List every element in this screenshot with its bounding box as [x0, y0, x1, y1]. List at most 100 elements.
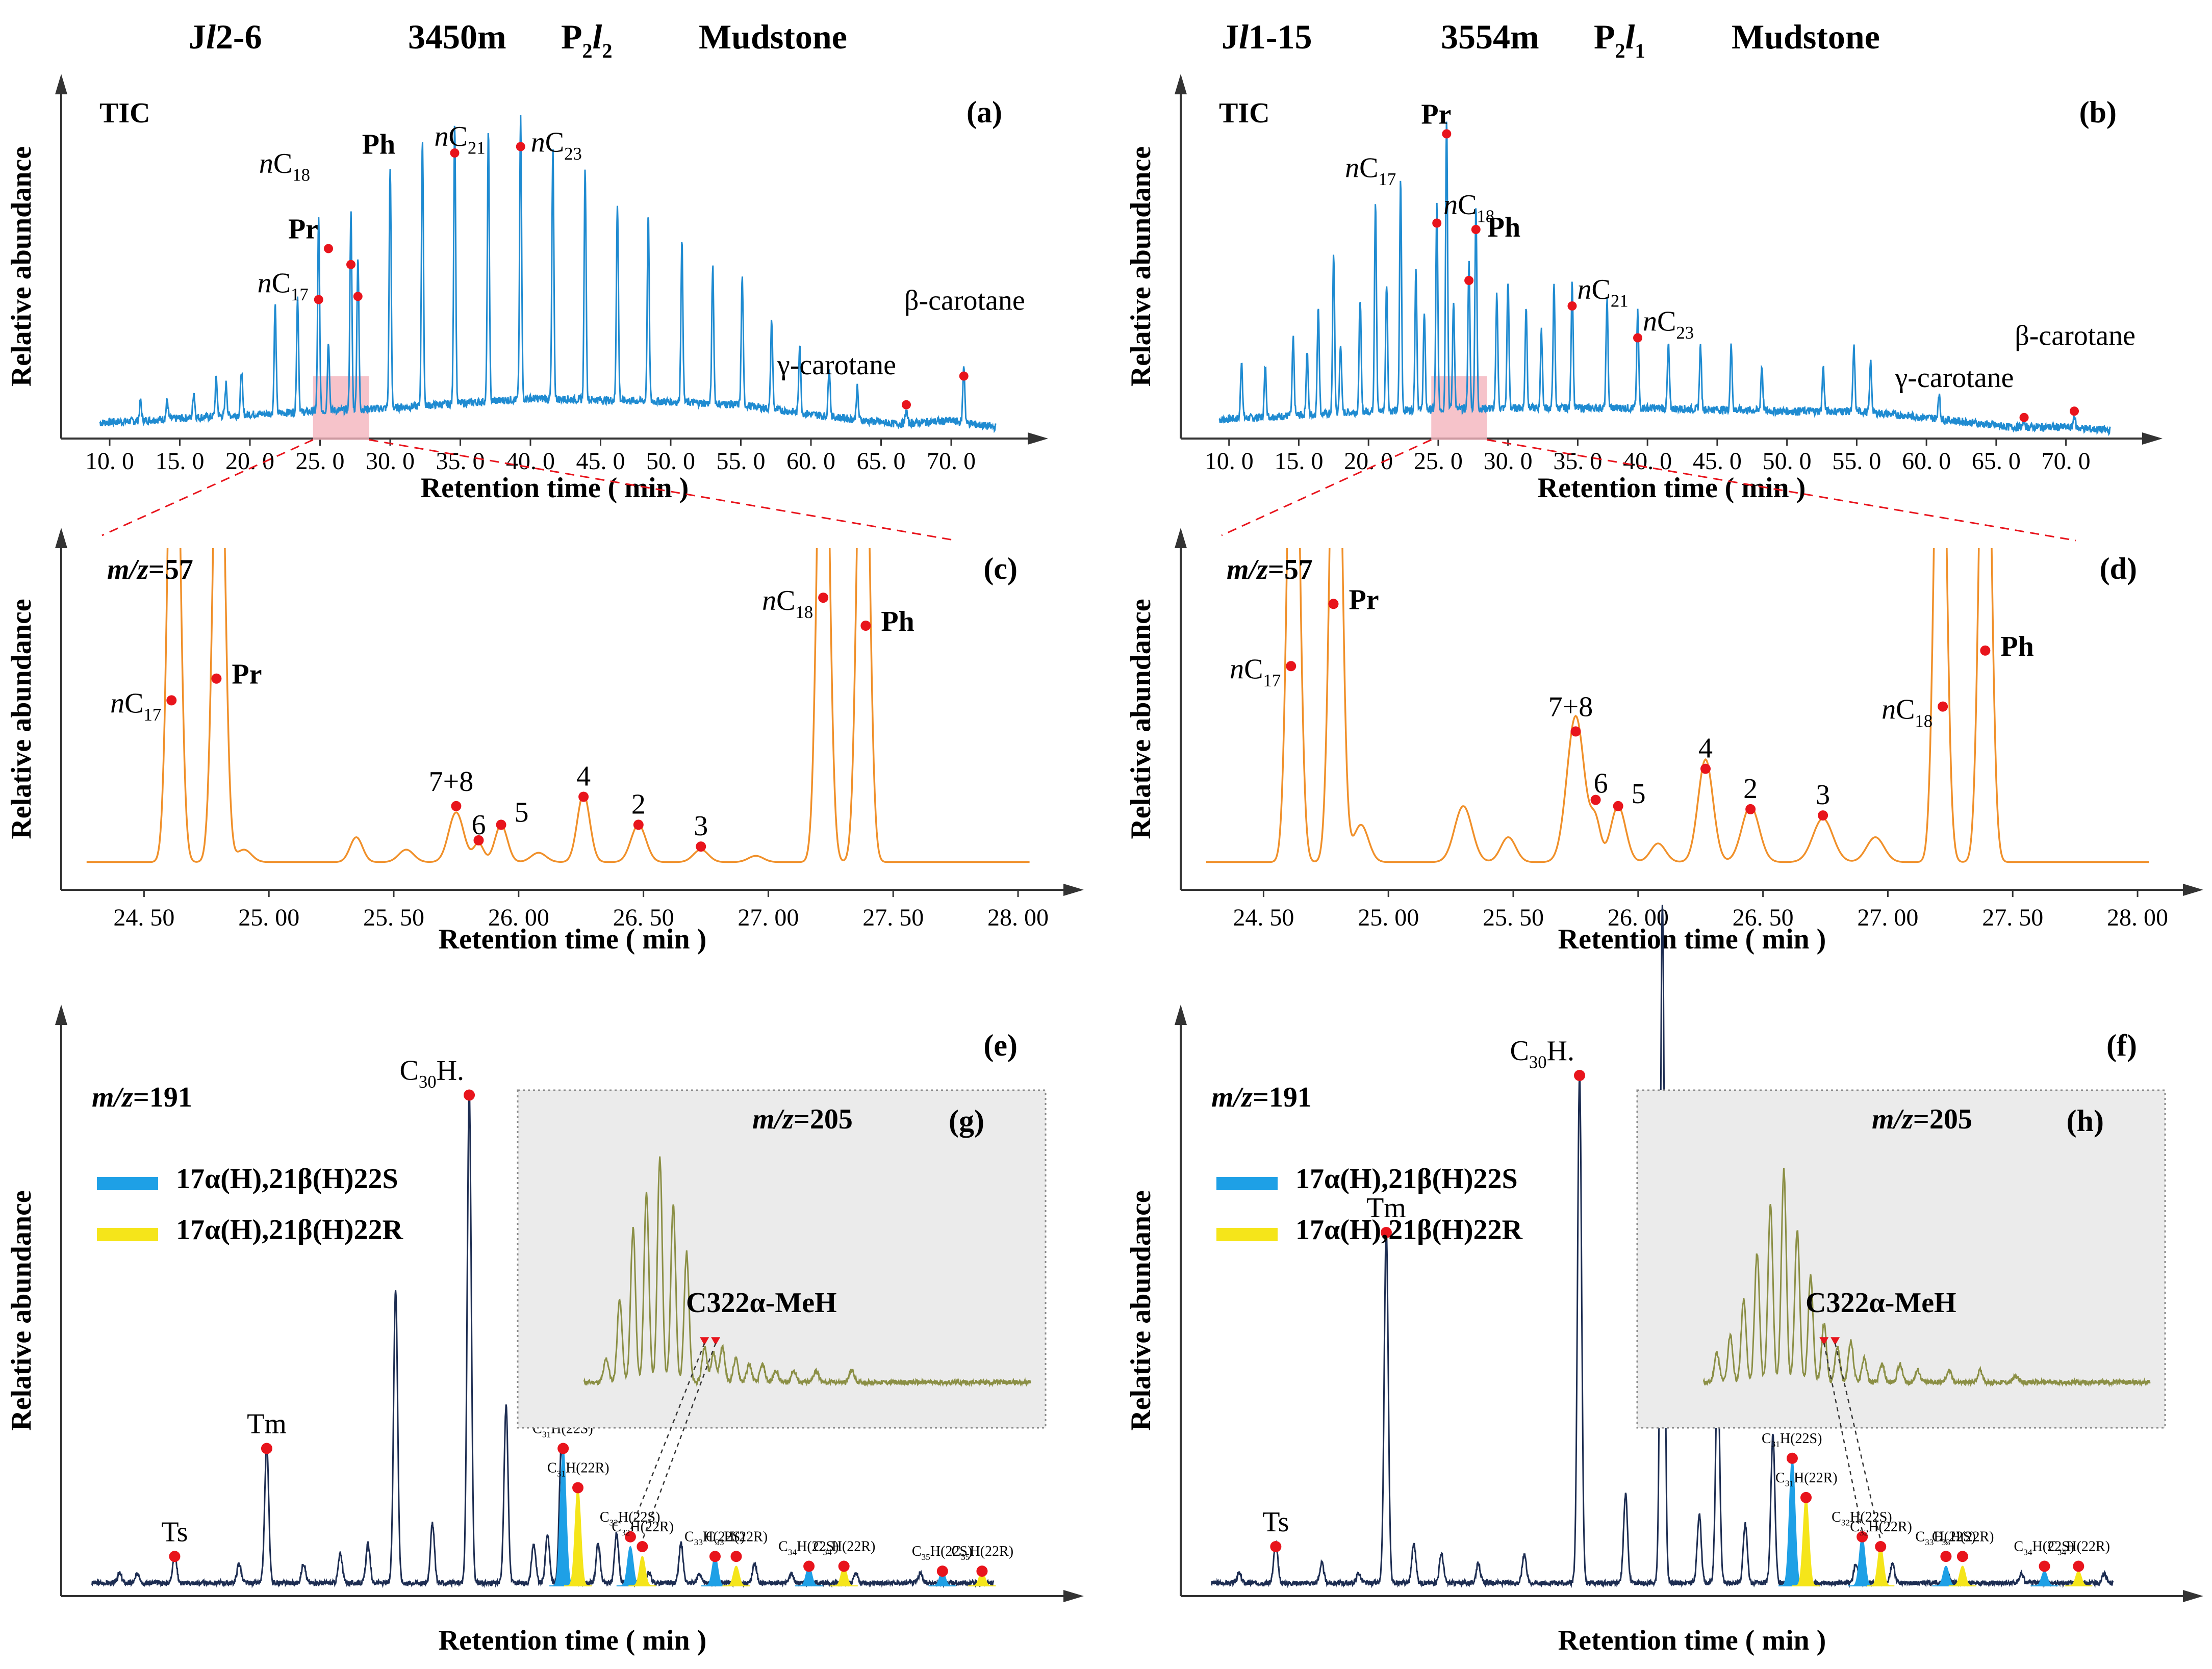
panel-b-point-4 [1567, 301, 1577, 311]
panel-e-point-0 [169, 1551, 181, 1562]
panel-f-y-title: Relative abundance [1125, 1190, 1157, 1430]
panel-f-label-6: C32H(22R) [1850, 1519, 1912, 1537]
header-lith-0: Mudstone [699, 17, 847, 56]
panel-e-point-7 [709, 1551, 721, 1562]
panel-e-legend-swatch-1 [97, 1228, 158, 1241]
panel-e-letter: (e) [983, 1029, 1018, 1062]
panel-c-xtick-label-0: 24. 50 [113, 904, 174, 931]
panel-f-y-arrow [1175, 1005, 1187, 1025]
panel-f-label-9: C34H(22S) [2014, 1539, 2075, 1557]
panel-c-label-2: 7+8 [429, 766, 474, 798]
panel-f-point-4 [1800, 1492, 1812, 1503]
panel-f-label-1: Tm [1366, 1192, 1406, 1224]
panel-a-xtick-label-0: 10. 0 [85, 448, 134, 475]
panel-a-xtick-label-6: 40. 0 [506, 448, 555, 475]
panel-d-point-3 [1590, 794, 1601, 805]
panel-d-point-1 [1328, 599, 1339, 609]
panel-d-xtick-label-7: 28. 00 [2107, 904, 2168, 931]
panel-b-label-2: nC18 [1443, 189, 1494, 226]
panel-e-legend-label-1: 17α(H),21β(H)22R [176, 1214, 403, 1246]
zoom-connector-left-1 [1221, 439, 1432, 536]
panel-e-inset-trace [583, 1156, 1031, 1388]
panel-c-y-arrow [55, 528, 67, 548]
panel-d-label-4: 5 [1632, 778, 1646, 810]
panel-a-xtick-label-7: 45. 0 [576, 448, 625, 475]
panel-a-label-3: Ph [362, 129, 395, 160]
panel-e-label-10: C34H(22R) [813, 1539, 876, 1557]
panel-a-y-arrow [55, 74, 67, 94]
panel-f-legend-label-1: 17α(H),21β(H)22R [1295, 1214, 1522, 1246]
panel-b-point-1 [1442, 129, 1452, 139]
panel-a-point-5 [516, 142, 525, 151]
panel-c-label-3: 6 [471, 809, 486, 841]
panel-f-colored-peak-5 [1948, 1565, 1976, 1586]
panel-b-label-4: nC21 [1577, 274, 1628, 311]
panel-c-trace-label: m/z=57 [107, 554, 193, 585]
panel-d-label-3: 6 [1594, 768, 1608, 800]
panel-b-xtick-label-4: 30. 0 [1484, 448, 1533, 475]
panel-b-xtick-label-7: 45. 0 [1693, 448, 1742, 475]
panel-e-label-0: Ts [161, 1516, 188, 1548]
zoom-connector-right-0 [369, 439, 957, 542]
panel-a-point-3 [353, 292, 363, 301]
panel-e-inset-marker-0 [700, 1337, 709, 1346]
panel-c-point-9 [860, 621, 871, 631]
panel-a-xtick-label-9: 55. 0 [717, 448, 766, 475]
panel-e-label-11: C35H(22S) [912, 1544, 973, 1562]
panel-a-label-7: β-carotane [904, 285, 1025, 317]
panel-e-inset-trace-label: m/z=205 [752, 1103, 853, 1135]
panel-f-label-5: C32H(22S) [1832, 1509, 1892, 1528]
panel-a-label-1: Pr [288, 214, 318, 245]
panel-d-point-0 [1286, 661, 1296, 672]
panel-a-y-title: Relative abundance [6, 146, 37, 387]
panel-a-point-4 [450, 148, 460, 158]
panel-b-label-1: Pr [1421, 99, 1451, 131]
panel-e-leader-1 [642, 1343, 717, 1541]
panel-f-legend-label-0: 17α(H),21β(H)22S [1295, 1163, 1518, 1195]
panel-d-point-7 [1818, 810, 1828, 821]
panel-c-xtick-label-7: 28. 00 [987, 904, 1049, 931]
panel-f-letter: (f) [2106, 1029, 2137, 1062]
panel-d-point-5 [1700, 763, 1711, 774]
panel-d-label-6: 2 [1743, 773, 1758, 805]
panel-e-point-6 [637, 1541, 648, 1552]
panel-d-label-7: 3 [1816, 779, 1830, 811]
panel-c-xtick-label-4: 26. 50 [613, 904, 674, 931]
panel-b-label-6: γ-carotane [1895, 362, 2014, 394]
panel-f-label-4: C31H(22R) [1775, 1470, 1838, 1488]
panel-e-trace-label: m/z=191 [92, 1082, 192, 1113]
panel-f-inset-marker-0 [1819, 1337, 1829, 1346]
panel-f-leader-1 [1834, 1343, 1882, 1541]
panel-e-label-6: C32H(22R) [612, 1519, 674, 1537]
panel-c-xtick-label-1: 25. 00 [238, 904, 299, 931]
panel-c-point-8 [818, 593, 829, 603]
panel-f-x-title: Retention time ( min ) [1558, 1625, 1826, 1656]
panel-e-legend-swatch-0 [97, 1177, 158, 1190]
panel-c-xtick-label-5: 27. 00 [738, 904, 799, 931]
panel-c-xtick-label-2: 25. 50 [363, 904, 424, 931]
panel-e-label-4: C31H(22R) [547, 1460, 609, 1479]
panel-b-point-0 [1432, 218, 1442, 228]
panel-e-axes: Relative abundance Retention time ( min ) [6, 1005, 1084, 1656]
panel-a-label-0: nC17 [258, 268, 309, 305]
panel-f-colored-peak-3 [1867, 1546, 1895, 1586]
panel-a-axes: Relative abundance Retention time ( min ) [6, 74, 1048, 504]
panel-a-x-title: Retention time ( min ) [421, 472, 689, 504]
panel-a-point-6 [902, 400, 911, 409]
panel-e-legend-label-0: 17α(H),21β(H)22S [176, 1163, 398, 1195]
panel-f-label-2: C30H. [1510, 1035, 1574, 1072]
panel-a-point-2 [346, 260, 355, 269]
panel-c-label-1: Pr [232, 659, 262, 690]
header-depth-1: 3554m [1441, 17, 1539, 56]
panel-d-xtick-label-1: 25. 00 [1358, 904, 1419, 931]
panel-d-point-2 [1570, 726, 1581, 737]
panel-f-point-7 [1940, 1551, 1952, 1562]
panel-d-label-1: Pr [1349, 584, 1379, 615]
panel-e-inset-annotation: C322α-MeH [686, 1287, 837, 1319]
panel-d-label-8: nC18 [1882, 694, 1933, 731]
panel-f-point-5 [1857, 1531, 1868, 1543]
panel-b-axes: Relative abundance Retention time ( min ) [1125, 74, 2163, 504]
panel-e-inset-marker-1 [711, 1337, 721, 1346]
panel-d-xtick-label-4: 26. 50 [1733, 904, 1794, 931]
